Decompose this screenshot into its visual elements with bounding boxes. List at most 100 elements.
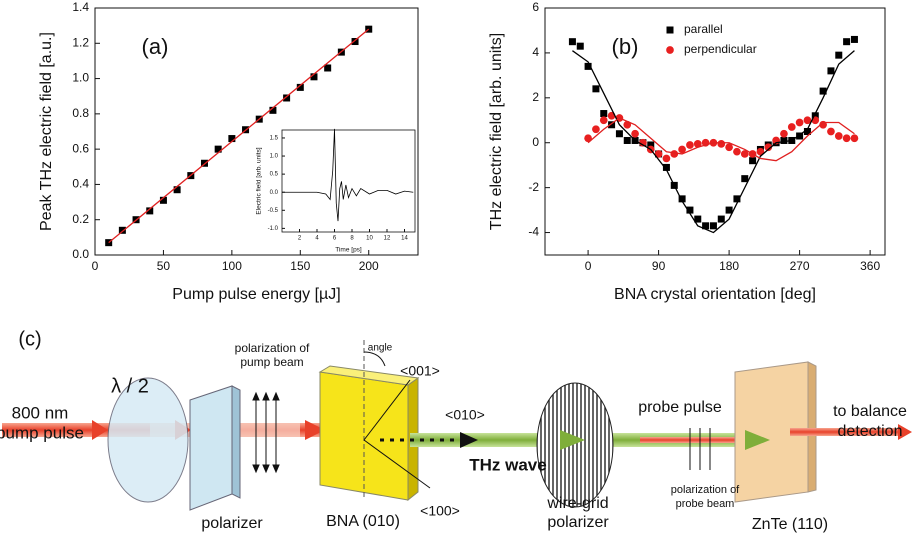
data-point xyxy=(803,128,811,135)
y-tick-label: 6 xyxy=(532,0,539,14)
x-tick-label: 12 xyxy=(384,236,391,242)
y-tick-label: 4 xyxy=(532,45,539,59)
data-point xyxy=(850,134,859,143)
data-point xyxy=(623,136,631,144)
chart: 2 4 6 8 10 12 14 -1.0 -0.5 0.0 0.5 1.0 1.5 Time [ps] E… xyxy=(256,128,416,254)
y-tick-label: -2 xyxy=(528,180,539,194)
data-point xyxy=(639,138,647,147)
polarizer xyxy=(189,385,233,511)
y-tick-label: -0.5 xyxy=(268,208,279,214)
x-tick-label: 270 xyxy=(790,259,810,273)
x-tick-label: 180 xyxy=(719,259,739,273)
data-point xyxy=(709,222,717,230)
y-tick-label: 0 xyxy=(532,135,539,149)
data-point xyxy=(631,129,639,138)
diagram-label: polarization of xyxy=(671,484,740,496)
data-point xyxy=(310,73,318,81)
y-tick-label: -4 xyxy=(528,225,539,239)
data-point xyxy=(173,186,181,194)
x-axis-label: Pump pulse energy [µJ] xyxy=(172,286,340,303)
y-tick-label: 0.5 xyxy=(270,172,279,178)
data-point xyxy=(843,38,851,46)
wire-grid-polarizer xyxy=(536,382,614,508)
data-point xyxy=(678,145,686,154)
data-point xyxy=(842,134,851,143)
arrow-head xyxy=(460,432,478,448)
data-point xyxy=(780,136,788,144)
diagram-label: <010> xyxy=(445,407,485,423)
panel-label: (a) xyxy=(142,34,169,59)
diagram-label: to balance xyxy=(833,403,907,420)
x-tick-label: 90 xyxy=(652,259,666,273)
y-tick-label: 0.4 xyxy=(72,177,89,191)
y-tick-label: 2 xyxy=(532,90,539,104)
data-point xyxy=(827,67,835,75)
data-point xyxy=(686,206,694,214)
y-tick-label: 1.0 xyxy=(72,71,89,85)
znte-side xyxy=(807,361,817,493)
fit-line xyxy=(587,117,855,162)
arrow-head xyxy=(92,420,108,440)
diagram-label: <001> xyxy=(400,363,440,379)
polarizer-side xyxy=(231,385,241,499)
y-tick-label: 0.0 xyxy=(72,247,89,261)
data-point xyxy=(666,46,674,54)
data-point xyxy=(662,163,670,171)
data-point xyxy=(850,35,858,43)
y-tick-label: 0.2 xyxy=(72,212,89,226)
data-point xyxy=(592,125,600,134)
arrow-head xyxy=(745,430,770,450)
diagram-label: (c) xyxy=(18,328,41,350)
fit-line xyxy=(108,28,370,244)
data-point xyxy=(592,85,600,93)
data-point xyxy=(694,215,702,223)
panel-label: (b) xyxy=(612,34,639,59)
diagram-label: polarizer xyxy=(547,514,609,531)
x-tick-label: 0 xyxy=(585,259,592,273)
data-point xyxy=(576,42,584,50)
data-point xyxy=(584,134,592,143)
axis-100 xyxy=(363,439,431,489)
data-point xyxy=(733,147,741,156)
data-point xyxy=(741,175,749,183)
diagram-label: pump beam xyxy=(240,355,303,369)
diagram-label: <100> xyxy=(420,503,460,519)
data-point xyxy=(796,132,804,140)
chart: 0 90 180 270 360 -4 -2 0 2 4 6 BNA crystal orientat… xyxy=(488,0,886,303)
probe-polarization xyxy=(689,428,711,470)
y-tick-label: 1.4 xyxy=(72,0,89,14)
data-point xyxy=(725,143,733,152)
arrow-head xyxy=(305,420,325,440)
diagram-label: pump pulse xyxy=(0,423,84,442)
data-point xyxy=(600,110,608,118)
output-beam xyxy=(790,428,900,436)
data-point xyxy=(670,150,679,158)
fit-line xyxy=(572,50,855,234)
data-point xyxy=(717,140,726,148)
y-tick-label: -1.0 xyxy=(268,226,279,232)
y-tick-label: 0.8 xyxy=(72,106,89,120)
legend-label: parallel xyxy=(684,22,723,36)
arrow-head xyxy=(898,424,912,440)
data-point xyxy=(666,26,674,34)
x-tick-label: 50 xyxy=(157,259,171,273)
diagram-label: polarization of xyxy=(235,341,310,355)
data-point xyxy=(584,62,592,70)
y-tick-label: 1.0 xyxy=(270,154,279,160)
data-point xyxy=(787,123,796,131)
diagram-label: 800 nm xyxy=(12,403,69,422)
data-point xyxy=(678,195,686,203)
y-tick-label: 1.2 xyxy=(72,35,89,49)
data-point xyxy=(717,215,725,223)
data-point xyxy=(351,38,359,46)
data-point xyxy=(834,132,843,140)
data-point xyxy=(764,143,773,152)
x-tick-label: 150 xyxy=(290,259,310,273)
data-point xyxy=(780,129,788,138)
data-point xyxy=(835,51,843,59)
x-tick-label: 0 xyxy=(92,259,99,273)
data-point xyxy=(827,127,835,136)
x-tick-label: 10 xyxy=(366,236,373,242)
data-point xyxy=(568,38,576,46)
angle-arc xyxy=(363,351,386,367)
